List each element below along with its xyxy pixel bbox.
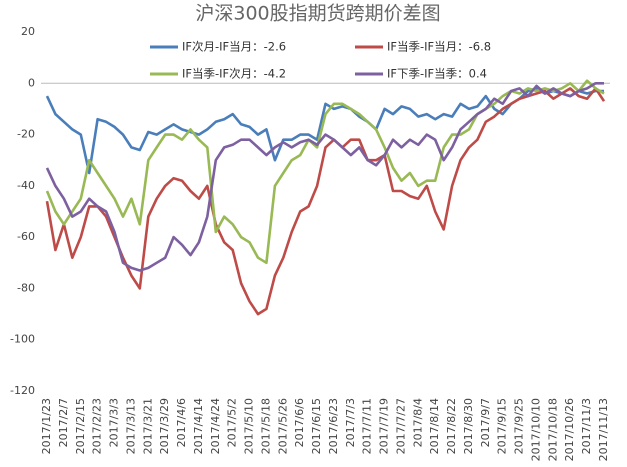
x-tick-label: 2017/3/21 [141,398,154,454]
x-tick-label: 2017/5/2 [226,398,239,447]
x-tick-label: 2017/5/10 [243,398,256,454]
x-tick-label: 2017/5/18 [259,398,272,454]
chart-title: 沪深300股指期货跨期价差图 [195,3,440,25]
legend-label: IF下季-IF当季：0.4 [387,67,487,81]
y-tick-label: -40 [17,179,35,192]
x-tick-label: 2017/2/23 [91,398,104,454]
y-tick-label: -80 [17,281,35,294]
legend-label: IF当季-IF次月：-4.2 [182,67,286,81]
legend-label: IF次月-IF当月：-2.6 [182,40,286,54]
y-tick-label: 20 [21,25,35,38]
x-tick-label: 2017/1/23 [40,398,53,454]
series-line [45,82,604,272]
x-tick-label: 2017/7/3 [344,398,357,447]
x-tick-label: 2017/4/24 [209,398,222,454]
x-tick-label: 2017/9/25 [513,398,526,454]
y-tick-label: -60 [17,230,35,243]
y-tick-label: -100 [10,333,35,346]
x-tick-label: 2017/11/3 [580,398,593,454]
x-tick-label: 2017/3/3 [108,398,121,447]
x-tick-label: 2017/10/26 [563,398,576,461]
y-tick-label: 0 [28,76,35,89]
x-tick-label: 2017/11/13 [597,398,610,461]
series-line [45,87,604,175]
x-tick-label: 2017/8/22 [445,398,458,454]
x-tick-label: 2017/2/7 [57,398,70,447]
x-tick-label: 2017/9/15 [496,398,509,454]
x-tick-label: 2017/10/18 [546,398,559,461]
x-tick-label: 2017/4/14 [192,398,205,454]
x-tick-label: 2017/6/15 [310,398,323,454]
x-tick-label: 2017/7/19 [378,398,391,454]
x-tick-label: 2017/7/27 [394,398,407,454]
x-tick-label: 2017/3/29 [158,398,171,454]
x-tick-label: 2017/10/10 [529,398,542,461]
x-tick-label: 2017/6/23 [327,398,340,454]
y-tick-label: -120 [10,384,35,397]
x-tick-label: 2017/4/6 [175,398,188,447]
x-tick-label: 2017/8/30 [462,398,475,454]
x-tick-label: 2017/6/6 [293,398,306,447]
y-tick-label: -20 [17,128,35,141]
x-tick-label: 2017/7/11 [361,398,374,454]
x-tick-label: 2017/8/14 [428,398,441,454]
x-tick-label: 2017/3/13 [124,398,137,454]
series-line [45,87,606,316]
x-tick-label: 2017/5/26 [276,398,289,454]
x-tick-label: 2017/8/4 [411,398,424,447]
x-tick-label: 2017/9/7 [479,398,492,447]
x-tick-label: 2017/2/15 [74,398,87,454]
legend-label: IF当季-IF当月：-6.8 [387,40,491,54]
